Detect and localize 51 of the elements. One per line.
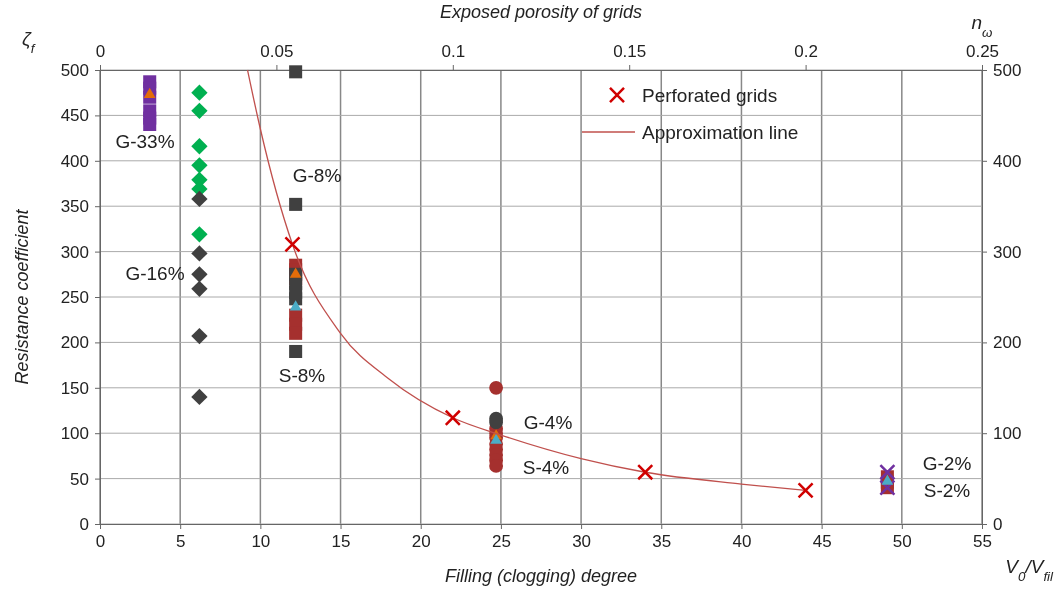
y-tick-label: 300 [60, 242, 89, 262]
y-axis-title: Resistance coefficient [12, 208, 32, 385]
y-tick-label: 400 [60, 151, 89, 171]
x-tick-label: 10 [251, 532, 271, 552]
annotation: G-4% [523, 411, 573, 433]
x2-tick-label: 0.05 [260, 42, 294, 62]
y-tick-label: 250 [60, 287, 89, 307]
annotation: G-16% [125, 262, 185, 284]
annotation: S-2% [923, 479, 971, 501]
annotation: S-4% [522, 456, 570, 478]
x2-tick-label: 0 [95, 42, 106, 62]
x-tick-label: 55 [973, 532, 992, 552]
y-tick-label: 150 [60, 378, 89, 398]
y2-tick-label: 200 [993, 333, 1022, 353]
text: n$_{ω}$ [971, 11, 993, 40]
x2-axis-title: Exposed porosity of grids [439, 2, 643, 22]
x-tick-label: 20 [411, 532, 431, 552]
x-axis-title: Filling (clogging) degree [444, 566, 638, 586]
y-tick-label: 50 [70, 469, 89, 489]
annotation: G-8% [292, 164, 342, 186]
text: V$_{0}$/V$_{fil}$ [1005, 555, 1055, 584]
y2-tick-label: 300 [993, 242, 1022, 262]
x-tick-label: 15 [331, 532, 351, 552]
y-tick-label: 200 [60, 333, 89, 353]
y-tick-label: 350 [60, 197, 89, 217]
x2-tick-label: 0.2 [794, 42, 818, 62]
x2-tick-label: 0.1 [441, 42, 466, 62]
y-tick-label: 0 [79, 514, 89, 534]
y2-tick-label: 0 [993, 514, 1003, 534]
x-tick-label: 45 [812, 532, 832, 552]
x-tick-label: 30 [572, 532, 592, 552]
annotation: S-8% [278, 364, 326, 386]
y-tick-label: 500 [60, 60, 89, 80]
y2-tick-label: 400 [993, 151, 1022, 171]
x-tick-label: 0 [95, 532, 106, 552]
x-tick-label: 40 [732, 532, 752, 552]
y-tick-label: 100 [60, 424, 89, 444]
x-tick-label: 50 [892, 532, 912, 552]
x2-tick-label: 0.25 [965, 42, 1000, 62]
y-tick-label: 450 [60, 106, 89, 126]
x-tick-label: 35 [652, 532, 672, 552]
legend-label: Perforated grids [642, 84, 778, 106]
legend-label: Approximation line [642, 121, 799, 143]
x-tick-label: 25 [491, 532, 511, 552]
annotation: G-2% [922, 452, 972, 474]
y2-tick-label: 100 [993, 424, 1022, 444]
x-tick-label: 5 [175, 532, 186, 552]
y2-tick-label: 500 [993, 60, 1022, 80]
x2-tick-label: 0.15 [613, 42, 647, 62]
text: ζ$_{f}$ [22, 27, 36, 56]
annotation: G-33% [115, 130, 175, 152]
